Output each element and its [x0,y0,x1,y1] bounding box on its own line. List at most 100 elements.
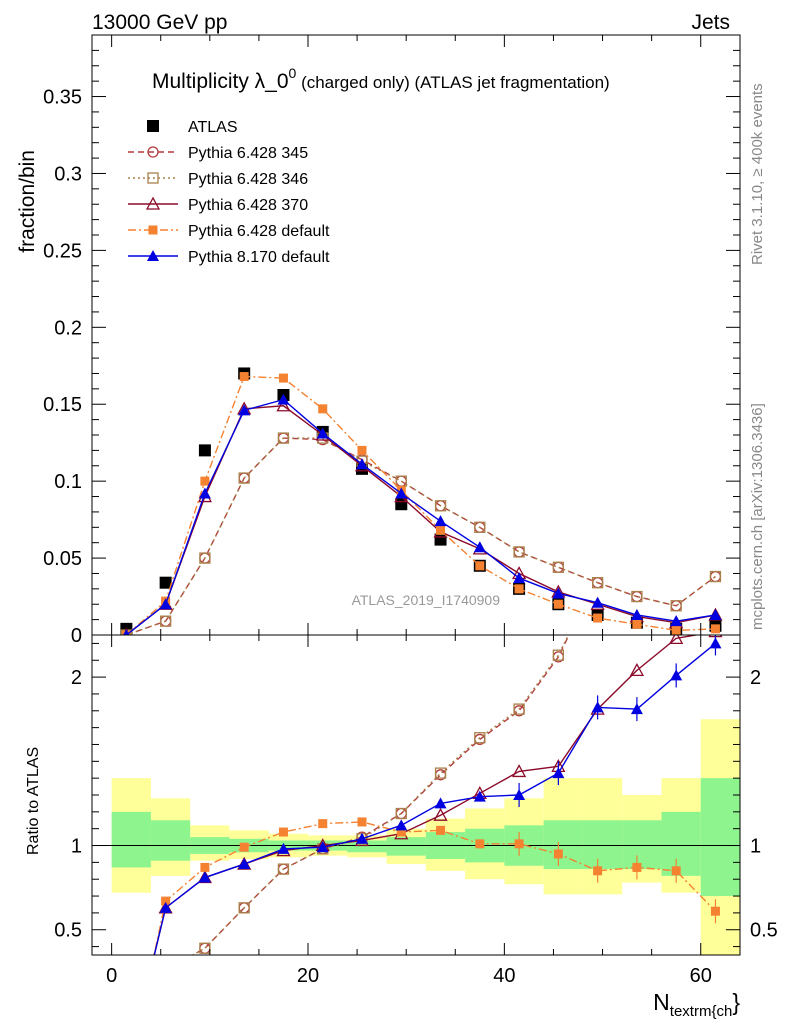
series-5-point-top-1 [159,598,172,610]
series-2-point-top-14 [670,600,682,612]
series-1-point-ratio-14 [671,217,681,227]
series-4-point-ratio-4 [278,827,288,837]
y-tick-label-top-1: 0.05 [43,548,82,570]
x-tick-label-2: 40 [493,965,515,987]
legend-marker-1 [147,146,159,158]
series-4-point-top-15 [710,624,720,634]
series-5-point-top-4 [277,393,290,405]
series-5-point-ratio-6 [356,832,368,844]
series-4-point-top-2 [200,476,210,486]
series-5-point-ratio-4 [277,842,290,854]
legend-label-5: Pythia 8.170 default [188,249,330,266]
series-5-point-top-12 [591,596,604,608]
y-tick-label-ratio-right-2: 2 [750,667,761,689]
series-5-point-top-2 [198,487,211,499]
series-1-point-top-11 [552,561,565,573]
series-4-point-ratio-1 [161,896,171,906]
series-5-point-ratio-11 [552,767,565,779]
y-tick-label-top-7: 0.35 [43,87,82,109]
legend-marker-0 [147,120,159,132]
series-5-point-top-6 [356,458,368,470]
y-tick-label-ratio-right-0: 0.5 [750,920,778,942]
chart-title: Multiplicity λ_00 (charged only) (ATLAS … [152,65,610,93]
series-4-point-ratio-12 [593,866,603,876]
y-tick-label-top-5: 0.25 [43,240,82,262]
series-3-point-ratio-10 [511,764,527,778]
series-5-point-ratio-12 [591,701,604,713]
series-2-point-ratio-4 [277,863,290,875]
series-4-point-top-3 [239,372,249,382]
series-2-point-top-12 [591,577,604,589]
series-2-point-top-4 [277,432,290,444]
x-tick-label-3: 60 [690,965,712,987]
series-5-point-top-8 [434,515,447,527]
x-axis-label-close: } [732,989,740,1015]
series-2-line-ratio [191,635,570,955]
series-4-point-ratio-6 [357,817,367,827]
series-2-point-ratio-9 [474,732,486,744]
legend-marker-5 [147,250,159,261]
series-4-point-ratio-7 [396,827,406,837]
series-5-line-ratio [153,642,716,955]
series-5-point-ratio-13 [630,703,643,715]
series-2-point-top-2 [199,552,211,564]
series-3-point-top-4 [276,398,291,412]
ratio-panel-series [153,217,723,975]
series-0-point-top-1 [159,576,172,589]
series-5-point-top-3 [238,404,251,416]
chart-title-main: Multiplicity λ_0 [152,70,289,93]
series-3-point-ratio-14 [669,635,684,645]
series-4-point-top-5 [318,404,328,414]
series-2-point-top-8 [434,500,447,512]
y-tick-label-top-2: 0.1 [54,471,82,493]
series-4-point-ratio-11 [553,849,563,859]
series-4-line-ratio [153,821,716,955]
series-2-point-ratio-1 [161,965,171,975]
series-5-point-top-7 [395,487,408,499]
series-5-point-ratio-14 [670,669,683,681]
series-5-point-top-0 [123,629,130,635]
series-3-point-ratio-8 [433,807,448,821]
series-2-point-ratio-3 [238,902,250,914]
top-panel-series [120,367,723,635]
series-4-point-ratio-2 [200,862,210,872]
y-tick-label-ratio-right-1: 1 [750,836,761,858]
series-5-point-ratio-15 [709,637,722,649]
band-inner-15 [700,778,740,897]
y-axis-label-bottom: Ratio to ATLAS [25,747,42,855]
axis-tick-labels: 0 20 40 60 0 0.05 0.1 0.15 0.2 0.25 0.3 0.35 0.5 0.5 1… [43,87,778,987]
series-4-point-top-14 [671,625,681,635]
series-5-point-ratio-2 [198,871,211,883]
legend-label-4: Pythia 6.428 default [188,223,330,240]
series-2-point-ratio-7 [395,807,407,820]
series-5-point-top-13 [630,609,643,620]
series-5-point-top-5 [316,427,329,439]
series-4-point-ratio-15 [710,906,720,916]
legend-label-3: Pythia 6.428 370 [188,197,308,214]
series-5-point-top-15 [709,609,722,620]
series-4-point-top-8 [436,525,446,535]
series-2-point-ratio-2 [199,942,211,954]
series-4-point-top-12 [593,613,603,623]
band-inner-0 [111,811,151,868]
series-2-point-ratio-14 [671,217,681,227]
legend-label-0: ATLAS [188,119,238,136]
series-4-point-ratio-13 [632,862,642,872]
series-2-point-ratio-13 [632,487,642,497]
series-4-point-ratio-14 [671,866,681,876]
legend-label-2: Pythia 6.428 346 [188,171,308,188]
mcplots-label: mcplots.cern.ch [arXiv:1306.3436] [749,403,766,630]
series-5-point-ratio-1 [159,901,172,913]
series-5-point-ratio-9 [473,790,486,802]
legend: ATLAS Pythia 6.428 345 Pythia 6.428 346 Pyt… [128,119,330,266]
y-axis-label-top: fraction/bin [16,150,39,253]
series-5-point-top-11 [552,587,565,599]
series-0-point-top-2 [198,444,211,457]
y-tick-label-top-0: 0 [71,625,82,647]
series-5-point-ratio-10 [513,789,526,800]
legend-marker-4 [148,225,158,235]
x-tick-label-1: 20 [297,965,319,987]
band-inner-11 [543,820,583,870]
band-inner-13 [622,820,662,870]
series-4-point-top-9 [475,561,485,571]
